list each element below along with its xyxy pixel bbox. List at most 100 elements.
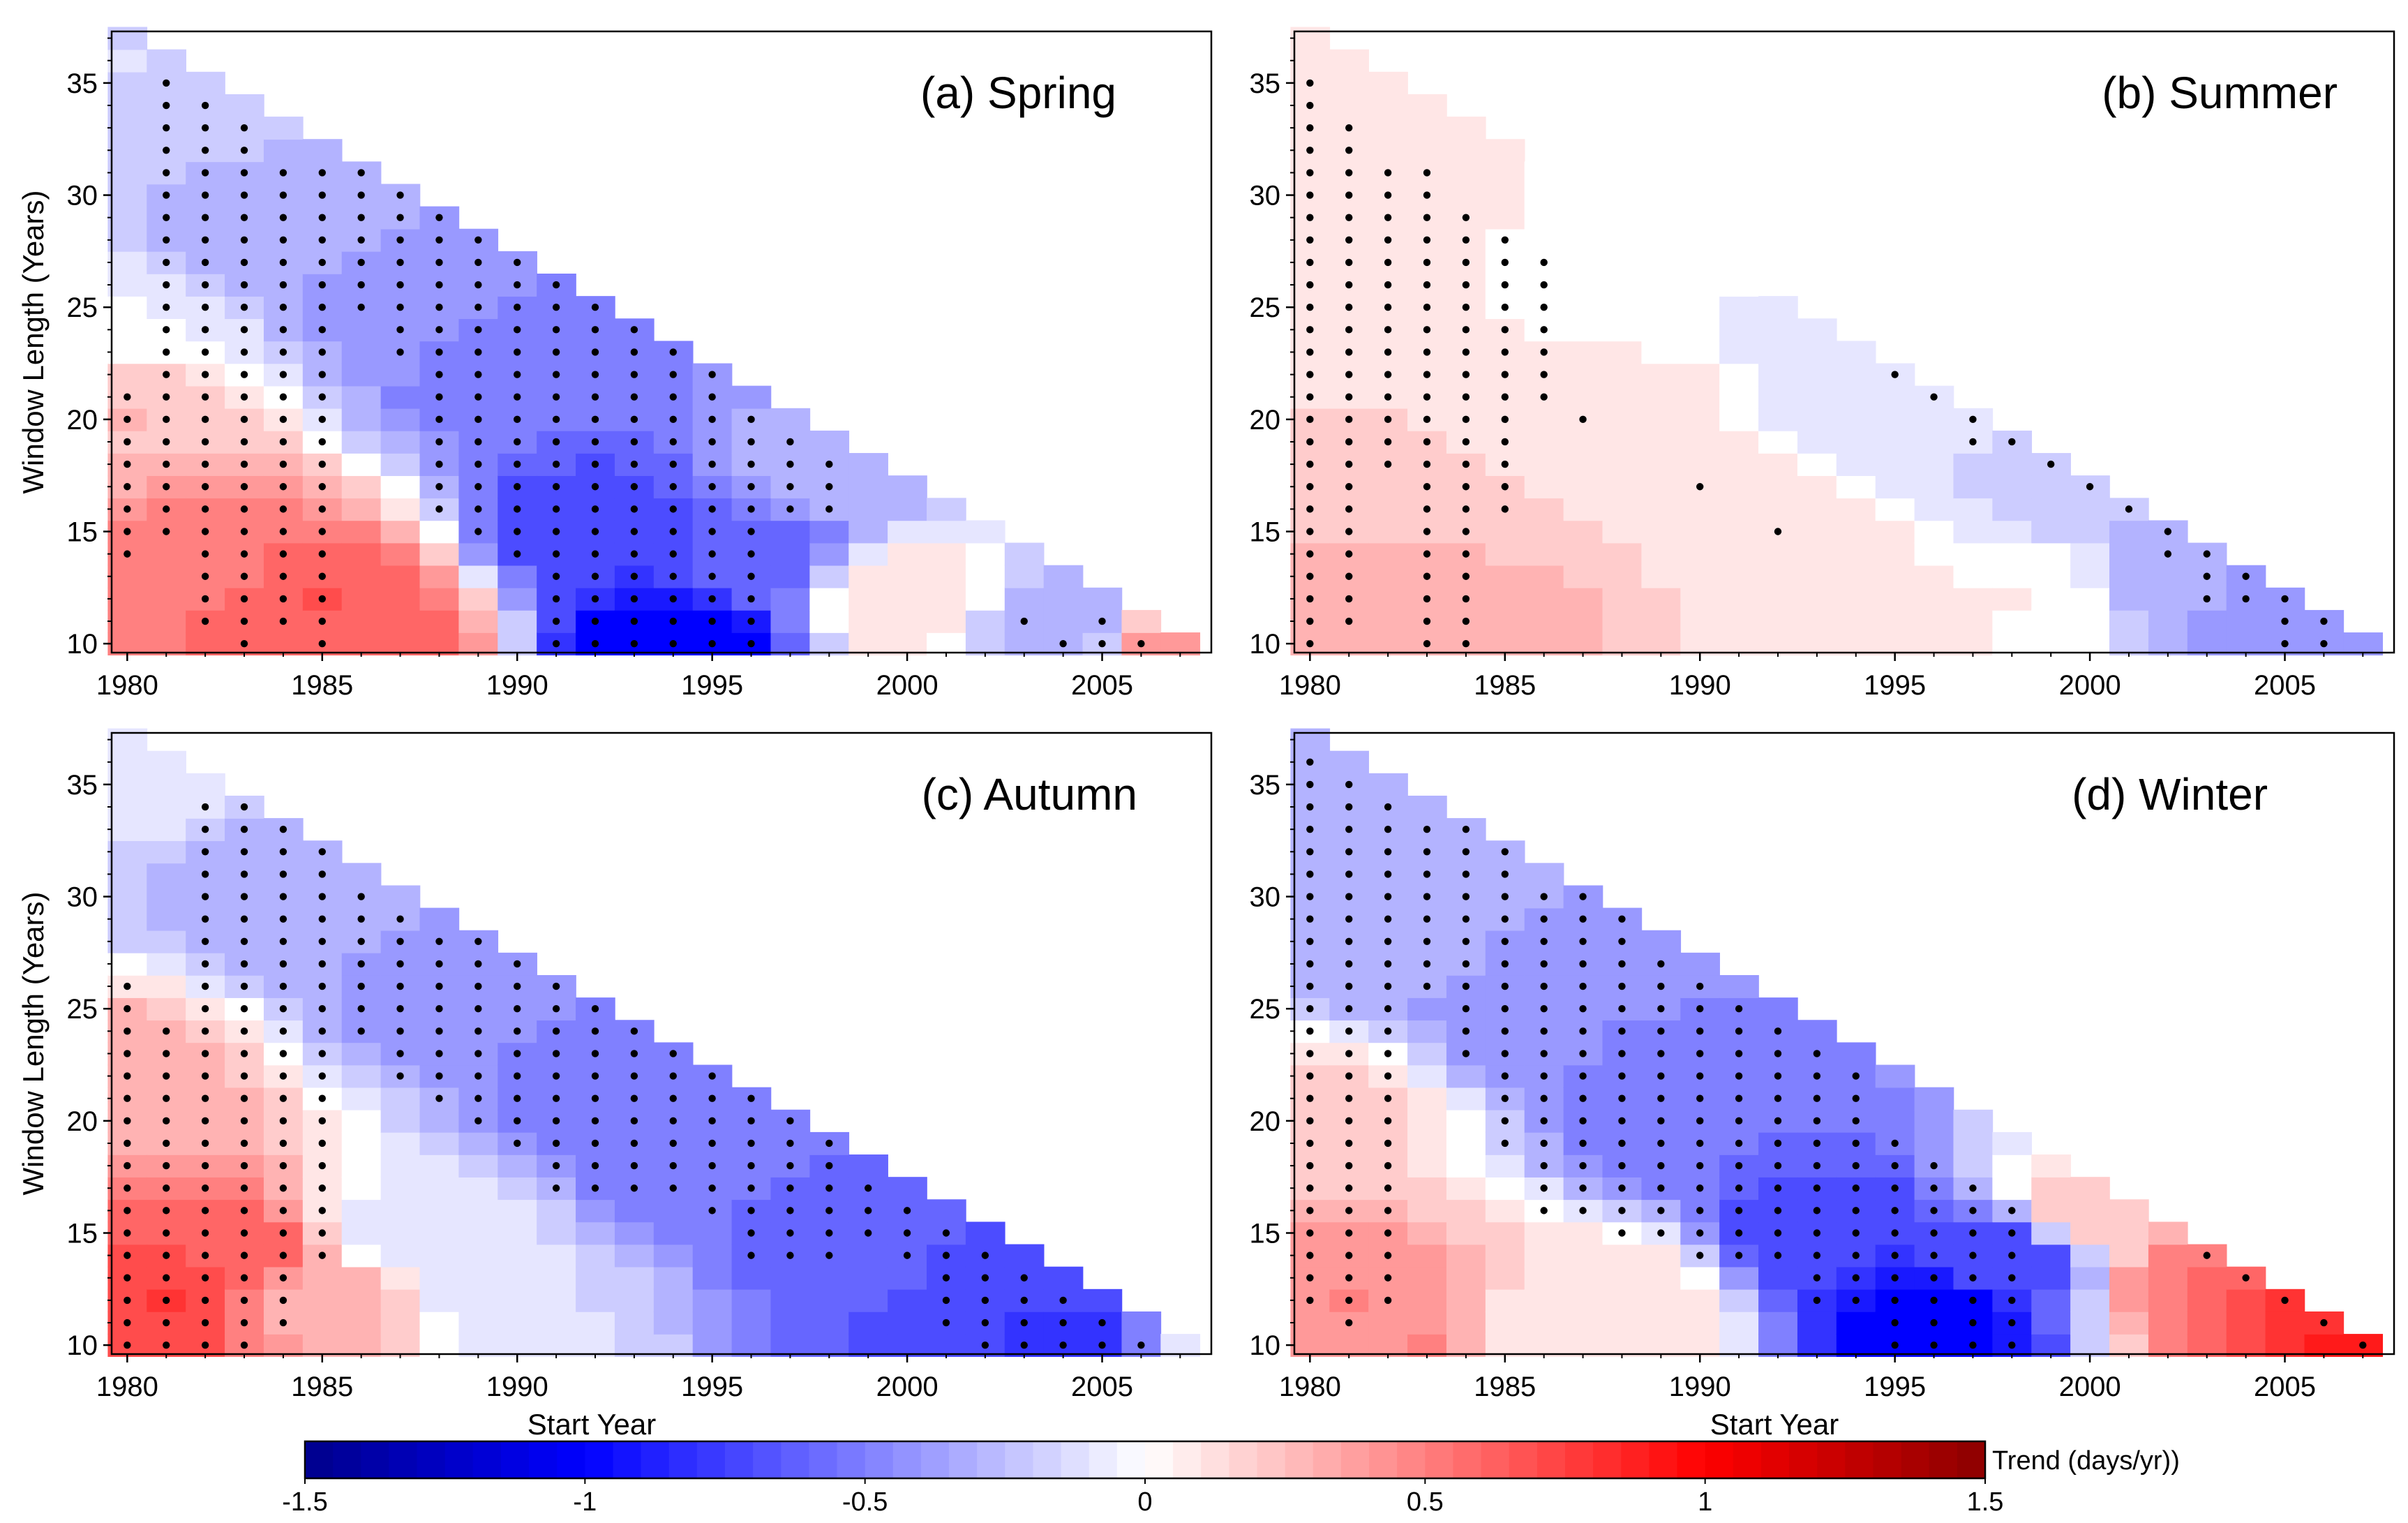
significance-dot [1059,1318,1067,1327]
significance-dot [357,236,365,244]
heatmap-cell [419,1109,460,1133]
colorbar-swatch [417,1441,446,1478]
heatmap-cell [498,1334,537,1358]
heatmap-cell [614,1334,655,1358]
heatmap-cell [1290,49,1331,73]
significance-dot [514,460,521,468]
colorbar-swatch [1873,1441,1902,1478]
significance-dot [1345,550,1353,558]
significance-dot [1345,915,1353,923]
heatmap-cell [302,1311,343,1335]
heatmap-cell [2070,1199,2110,1223]
significance-dot [240,281,248,289]
heatmap-cell [2031,520,2071,544]
y-tick-label: 25 [67,292,98,323]
significance-dot [1462,483,1470,491]
colorbar-swatch [1536,1441,1566,1478]
significance-dot [318,304,326,311]
heatmap-cell [1602,1311,1643,1335]
heatmap-cell [380,565,421,588]
heatmap-cell [147,930,186,953]
y-tick-label: 30 [67,882,98,913]
significance-dot [279,550,287,558]
heatmap-cell [1446,1311,1486,1335]
heatmap-cell [380,587,421,611]
significance-dot [201,415,209,424]
significance-dot [201,1072,209,1080]
heatmap-cell [965,632,1005,656]
significance-dot [163,393,170,401]
heatmap-cell [458,1177,499,1201]
significance-dot [1306,371,1314,378]
colorbar-swatch [1621,1441,1650,1478]
heatmap-cell [419,907,460,931]
significance-dot [1098,1318,1106,1327]
significance-dot [708,639,716,648]
heatmap-cell [1641,453,1682,476]
significance-dot [669,371,677,378]
significance-dot [240,1027,248,1035]
significance-dot [240,915,248,923]
heatmap-cell [1446,1221,1486,1245]
significance-dot [1540,371,1548,378]
significance-dot [1306,803,1314,811]
significance-dot [201,1274,209,1281]
significance-dot [747,1251,755,1259]
heatmap-cell [341,341,382,364]
significance-dot [552,1027,560,1035]
significance-dot [124,438,131,446]
heatmap-cell [770,609,811,633]
colorbar-swatch [389,1441,418,1478]
significance-dot [591,483,599,491]
significance-dot [591,1050,599,1057]
heatmap-cell [1875,453,1915,476]
heatmap-cell [1524,609,1564,633]
significance-dot [1540,1027,1548,1035]
significance-dot [1306,1229,1314,1237]
heatmap-cell [1641,520,1682,544]
significance-dot [240,415,248,424]
significance-dot [163,371,170,378]
heatmap-cell [1368,117,1408,140]
significance-dot [201,1296,209,1305]
significance-dot [201,1207,209,1214]
significance-dot [630,348,638,356]
significance-dot [124,1184,131,1192]
significance-dot [201,1318,209,1327]
panel-c-autumn: 1980 1985 1990 1995 2000 2005353025201510(c) … [17,728,1213,1441]
colorbar-swatch [1257,1441,1286,1478]
colorbar-swatch [1145,1441,1174,1478]
significance-dot [435,460,443,468]
heatmap-cell [2031,1221,2071,1245]
significance-dot [201,550,209,558]
significance-dot [981,1318,989,1327]
significance-dot [201,191,209,199]
colorbar-tick-label: -0.5 [842,1487,888,1517]
significance-dot [240,982,248,990]
heatmap-cell [614,1311,655,1335]
significance-dot [396,304,404,311]
heatmap-cell [1992,453,2033,476]
heatmap-cell [809,632,850,656]
significance-dot [1384,982,1392,990]
significance-dot [1735,1139,1743,1147]
colorbar-swatch [1453,1441,1482,1478]
significance-dot [1579,893,1587,900]
significance-dot [669,617,677,625]
heatmap-cell [2109,587,2149,611]
significance-dot [514,483,521,491]
heatmap-cell [341,1311,382,1335]
significance-dot [357,937,365,946]
heatmap-cell [1758,632,1798,656]
significance-dot [1969,1341,1977,1349]
significance-dot [669,1161,677,1170]
significance-dot [747,639,755,648]
heatmap-cell [1368,1311,1408,1335]
heatmap-cell [1290,728,1331,752]
heatmap-cell [1446,1244,1486,1268]
significance-dot [1891,1207,1899,1214]
significance-dot [514,982,521,990]
heatmap-cell [1407,1020,1447,1043]
heatmap-cell [1680,565,1720,588]
significance-dot [240,169,248,177]
